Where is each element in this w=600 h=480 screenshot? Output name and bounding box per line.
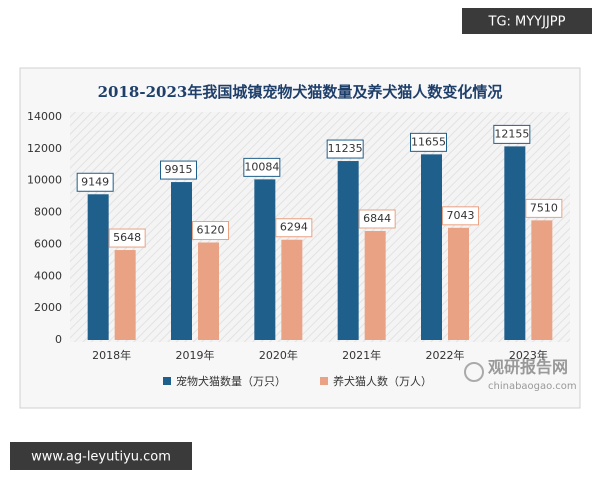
x-tick-label: 2019年 (176, 348, 215, 362)
data-label-box (192, 221, 229, 241)
watermark: TG: MYYJJPP (488, 15, 566, 30)
data-label-box (108, 228, 146, 248)
y-tick-label: 0 (55, 333, 62, 346)
y-tick-label: 4000 (34, 269, 62, 282)
watermark: www.ag-leyutiyu.com (31, 450, 171, 465)
site-watermark: chinabaogao.com (488, 381, 577, 392)
data-label-box (160, 160, 197, 180)
data-label-box (358, 209, 396, 229)
data-label: 11235 (328, 142, 363, 155)
x-tick-label: 2022年 (426, 348, 465, 362)
data-label: 7043 (447, 209, 475, 222)
data-label-box (76, 172, 114, 192)
y-tick-label: 2000 (34, 301, 62, 314)
watermark-box (462, 8, 592, 34)
data-label: 9149 (81, 175, 109, 188)
bar (254, 179, 276, 340)
x-tick-label: 2018年 (92, 348, 131, 362)
brand-watermark: 观研报告网 (488, 358, 568, 377)
chart-title: 2018-2023年我国城镇宠物犬猫数量及养犬猫人数变化情况 (98, 83, 503, 101)
y-tick-label: 10000 (27, 174, 62, 187)
data-label: 6844 (363, 212, 391, 225)
bar (87, 194, 109, 340)
data-label-box (243, 157, 281, 177)
data-label: 6294 (280, 221, 308, 234)
y-tick-label: 8000 (34, 206, 62, 219)
data-label: 10084 (244, 160, 279, 173)
y-tick-label: 12000 (27, 142, 62, 155)
data-label-box (493, 124, 531, 144)
bar (171, 182, 192, 340)
bar (198, 242, 219, 340)
legend-swatch (163, 377, 171, 385)
bar (281, 239, 303, 340)
x-tick-label: 2023年 (509, 348, 548, 362)
data-label: 5648 (113, 231, 141, 244)
x-tick-label: 2020年 (259, 348, 298, 362)
watermark-box (10, 442, 192, 470)
data-label-box (275, 218, 313, 238)
data-label: 11655 (411, 135, 446, 148)
brand-icon (464, 362, 484, 382)
bar (504, 146, 526, 340)
bar (114, 250, 136, 340)
data-label-box (326, 139, 364, 159)
y-tick-label: 6000 (34, 237, 62, 250)
data-label: 6120 (197, 224, 225, 237)
bar (337, 161, 359, 340)
data-label: 9915 (165, 163, 193, 176)
y-tick-label: 14000 (27, 110, 62, 123)
legend-label: 宠物犬猫数量（万只） (176, 374, 286, 388)
bar (531, 220, 553, 340)
x-tick-label: 2021年 (342, 348, 381, 362)
data-label-box (442, 206, 479, 226)
data-label-box (410, 132, 447, 152)
legend-swatch (320, 377, 328, 385)
bar (421, 154, 442, 340)
bar (364, 230, 386, 340)
legend-label: 养犬猫人数（万人） (333, 374, 432, 388)
plot-area (70, 112, 570, 342)
bar (448, 227, 469, 340)
data-label: 7510 (530, 201, 558, 214)
data-label: 12155 (494, 127, 529, 140)
data-label-box (525, 198, 563, 218)
